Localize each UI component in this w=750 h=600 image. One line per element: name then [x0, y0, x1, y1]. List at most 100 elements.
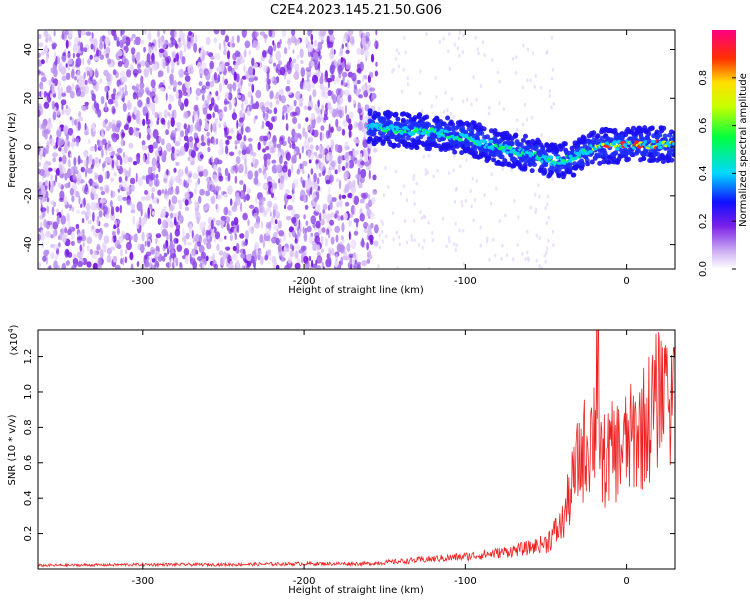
noise-dot: [265, 146, 270, 151]
noise-dot: [94, 156, 99, 164]
noise-dot: [534, 207, 538, 212]
noise-dot: [111, 123, 116, 133]
ridge-dot: [594, 134, 600, 140]
noise-dot: [298, 101, 304, 108]
noise-dot: [64, 30, 69, 36]
noise-dot: [338, 179, 342, 190]
noise-dot: [319, 76, 324, 85]
noise-dot: [218, 63, 225, 73]
noise-dot: [423, 215, 427, 219]
noise-dot: [216, 95, 221, 101]
noise-dot: [114, 264, 121, 269]
noise-dot: [65, 104, 68, 109]
noise-dot: [453, 199, 457, 204]
noise-dot: [162, 79, 166, 86]
ridge-dot: [626, 156, 631, 162]
noise-dot: [368, 40, 371, 48]
noise-dot: [177, 81, 183, 86]
noise-dot: [103, 235, 110, 244]
noise-dot: [50, 252, 55, 260]
noise-dot: [104, 171, 107, 180]
noise-dot: [374, 40, 379, 50]
noise-dot: [41, 85, 44, 90]
noise-dot: [226, 50, 231, 60]
noise-dot: [78, 34, 82, 39]
noise-dot: [197, 165, 204, 172]
colorbar-gradient: [712, 30, 736, 269]
noise-dot: [273, 141, 277, 148]
noise-dot: [413, 174, 416, 178]
noise-dot: [38, 70, 41, 75]
ridge-dot: [400, 135, 406, 141]
noise-dot: [238, 149, 242, 156]
noise-dot: [89, 146, 95, 152]
noise-dot: [262, 50, 267, 58]
noise-dot: [287, 204, 293, 211]
noise-dot: [196, 118, 203, 127]
noise-dot: [458, 53, 461, 58]
ridge-dot: [509, 141, 515, 147]
ridge-dot: [517, 162, 523, 168]
noise-dot: [141, 140, 146, 146]
ridge-dot: [601, 159, 607, 165]
noise-dot: [99, 78, 103, 83]
noise-dot: [348, 129, 352, 138]
noise-dot: [38, 233, 41, 242]
noise-dot: [201, 134, 205, 143]
noise-dot: [526, 256, 530, 261]
noise-dot: [71, 195, 75, 203]
noise-dot: [165, 92, 168, 101]
ridge-dot: [556, 167, 562, 173]
noise-dot: [266, 207, 272, 213]
noise-dot: [511, 56, 515, 61]
noise-dot: [86, 69, 90, 77]
noise-dot: [107, 98, 114, 105]
noise-dot: [145, 195, 151, 201]
noise-dot: [315, 144, 319, 151]
noise-dot: [98, 174, 103, 184]
noise-dot: [239, 93, 246, 102]
noise-dot: [121, 86, 125, 93]
noise-dot: [337, 263, 341, 269]
noise-dot: [163, 205, 167, 211]
noise-dot: [544, 206, 547, 211]
noise-dot: [523, 102, 527, 107]
noise-dot: [213, 263, 219, 269]
noise-dot: [367, 193, 371, 200]
noise-dot: [167, 248, 170, 255]
noise-dot: [290, 193, 296, 203]
noise-dot: [234, 233, 237, 241]
noise-dot: [72, 47, 76, 53]
ridge-dot: [613, 150, 619, 156]
noise-dot: [94, 143, 97, 153]
noise-dot: [247, 82, 253, 87]
noise-dot: [183, 123, 187, 130]
noise-dot: [163, 30, 166, 35]
noise-dot: [357, 176, 360, 186]
noise-dot: [166, 169, 169, 176]
ridge-core-dot: [500, 145, 506, 150]
noise-dot: [191, 249, 196, 259]
noise-dot: [368, 249, 372, 259]
noise-dot: [321, 261, 324, 268]
noise-dot: [107, 58, 112, 65]
noise-dot: [86, 261, 92, 268]
noise-dot: [142, 118, 146, 126]
noise-dot: [299, 222, 303, 230]
noise-dot: [488, 111, 491, 116]
noise-dot: [141, 144, 148, 151]
noise-dot: [512, 257, 515, 262]
noise-dot: [315, 244, 321, 252]
noise-dot: [132, 54, 135, 64]
noise-dot: [261, 105, 266, 113]
noise-dot: [341, 128, 346, 136]
noise-dot: [110, 200, 113, 208]
noise-dot: [144, 254, 148, 260]
ridge-dot: [623, 132, 629, 138]
noise-dot: [323, 91, 329, 99]
noise-dot: [154, 46, 158, 53]
noise-dot: [192, 235, 195, 244]
colorbar-tick-label: 0.2: [698, 213, 709, 229]
noise-dot: [548, 89, 551, 94]
ridge-dot: [405, 119, 410, 125]
